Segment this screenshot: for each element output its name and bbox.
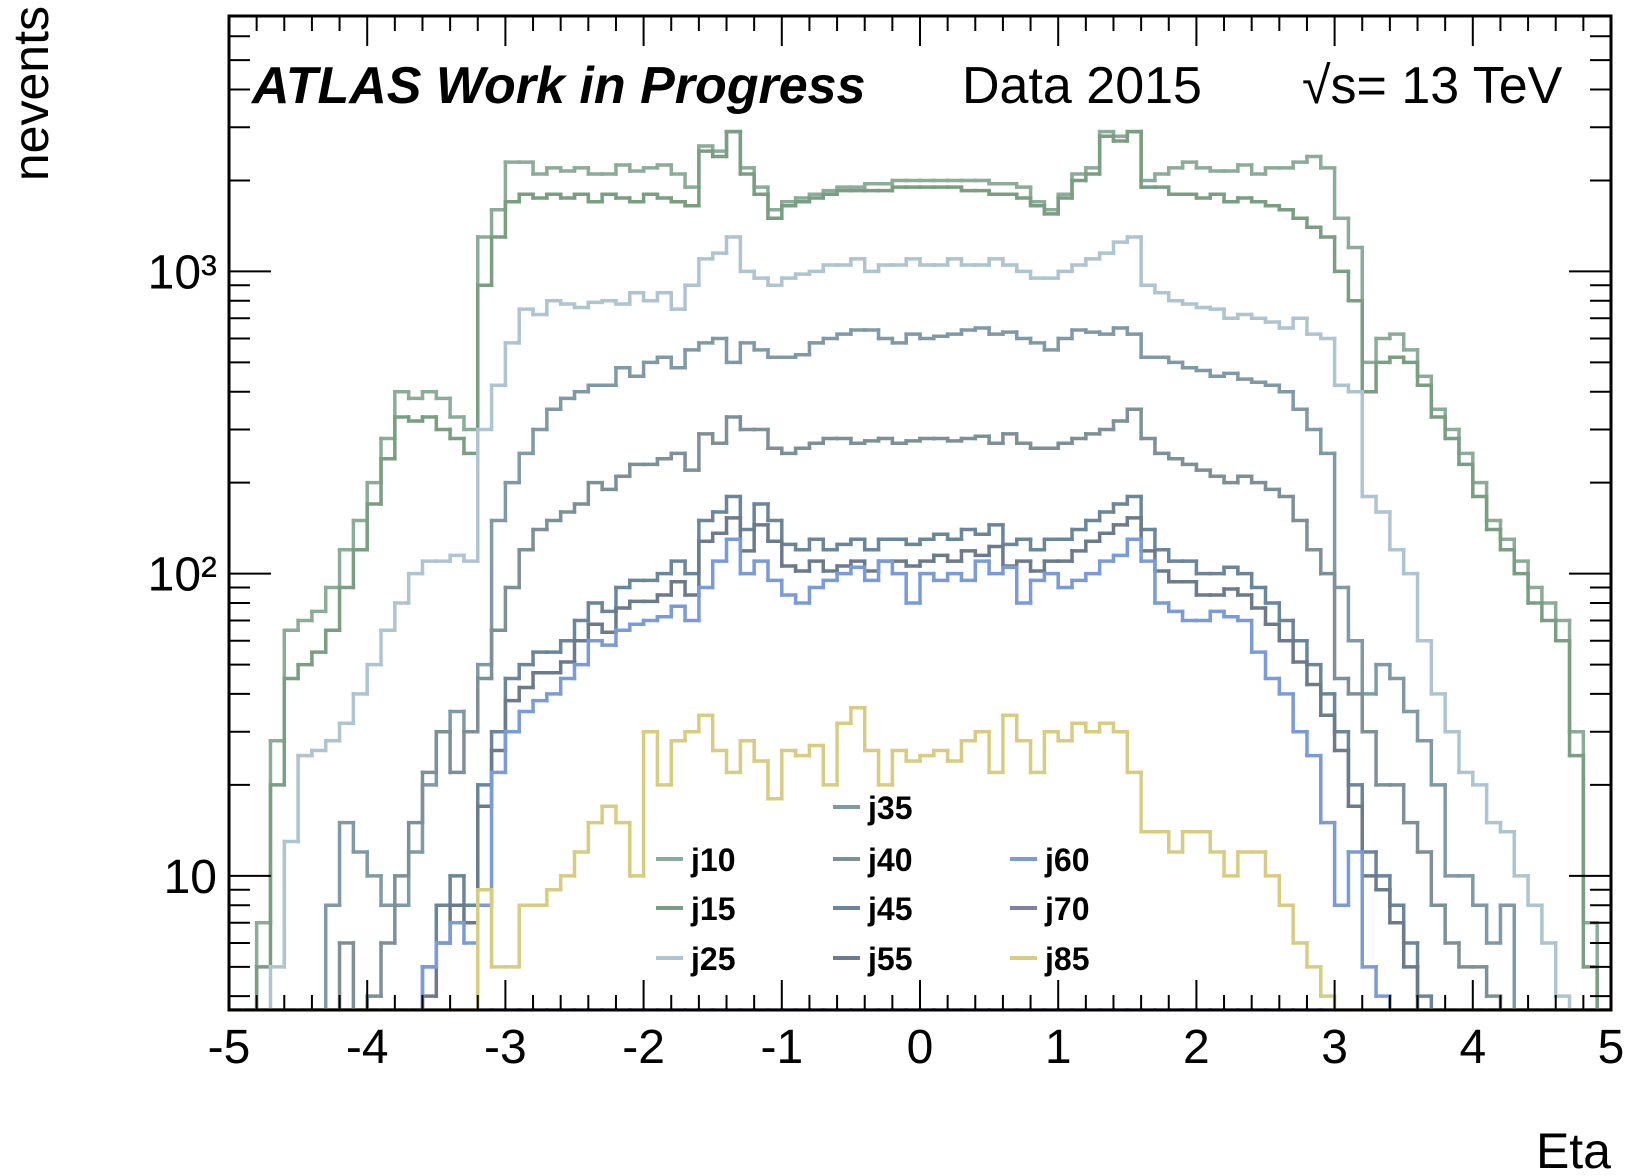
legend-label: j45: [867, 891, 912, 927]
subtitle: Data 2015: [962, 57, 1202, 115]
legend-label: j55: [867, 941, 912, 977]
x-tick-label: 5: [1598, 1021, 1625, 1074]
histogram-series: [229, 407, 1611, 1010]
x-tick-label: -4: [346, 1021, 389, 1074]
legend-label: j60: [1044, 842, 1089, 878]
x-axis-label: Eta: [1536, 1123, 1611, 1176]
x-tick-label: 4: [1459, 1021, 1486, 1074]
legend-label: j85: [1044, 941, 1089, 977]
legend-label: j40: [867, 842, 912, 878]
x-tick-label: -3: [484, 1021, 527, 1074]
x-tick-label: -5: [208, 1021, 251, 1074]
histogram-series: [229, 326, 1611, 1010]
y-axis-label: nevents: [3, 6, 59, 181]
plot-area: [229, 129, 1611, 1010]
annotation: √s= 13 TeV: [1302, 57, 1563, 115]
histogram-series: [229, 129, 1611, 1010]
x-tick-label: -2: [622, 1021, 665, 1074]
legend-label: j25: [690, 941, 735, 977]
x-tick-label: 3: [1321, 1021, 1348, 1074]
frame: [227, 14, 1613, 1012]
legend-label: j35: [867, 790, 912, 826]
histogram-series: [229, 235, 1611, 1010]
y-tick-label: 10²: [148, 549, 217, 602]
legend-label: j70: [1044, 891, 1089, 927]
x-tick-label: 2: [1183, 1021, 1210, 1074]
histogram-series: [229, 537, 1611, 1010]
title: ATLAS Work in Progress: [250, 57, 866, 115]
x-tick-label: 1: [1045, 1021, 1072, 1074]
legend-label: j15: [690, 891, 735, 927]
y-tick-label: 10: [164, 851, 217, 904]
x-tick-label: -1: [760, 1021, 803, 1074]
legend-label: j10: [690, 842, 735, 878]
x-tick-label: 0: [907, 1021, 934, 1074]
y-tick-label: 10³: [148, 246, 217, 299]
